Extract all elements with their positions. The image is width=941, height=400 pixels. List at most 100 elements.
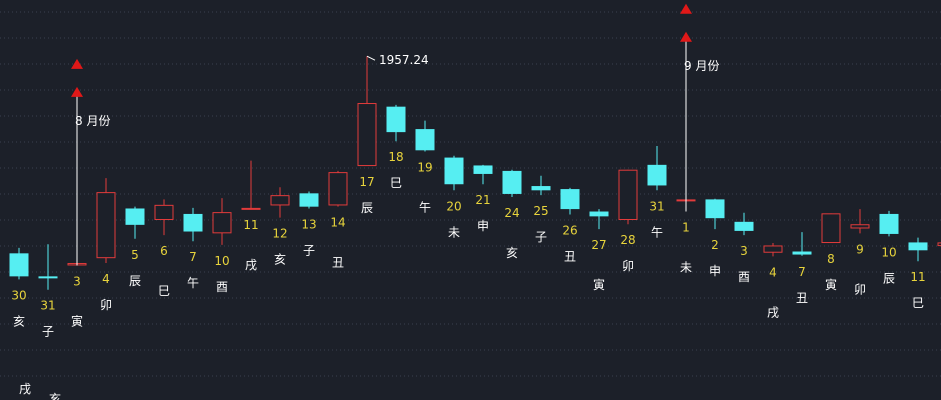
candle <box>96 178 116 264</box>
date-label: 8 <box>827 252 835 266</box>
candle-body <box>850 224 870 229</box>
candle <box>821 213 841 244</box>
candle-body <box>647 164 667 186</box>
candle <box>879 210 899 237</box>
candle <box>647 146 667 191</box>
candle <box>908 237 928 262</box>
date-label: 7 <box>189 250 197 264</box>
date-label: 9 <box>856 242 864 256</box>
month-markers <box>71 3 692 266</box>
labels: 30亥31子3寅4卯5辰6巳7午10酉11戌12亥13子14丑17辰18巳19午… <box>11 53 925 400</box>
branch-label: 亥 <box>49 392 61 400</box>
candle-body <box>9 253 29 277</box>
date-label: 25 <box>533 204 548 218</box>
date-label: 31 <box>40 299 55 313</box>
candle <box>299 191 319 209</box>
branch-label: 子 <box>42 325 54 339</box>
date-label: 11 <box>243 218 258 232</box>
date-label: 1 <box>682 221 690 235</box>
candle-body <box>705 199 725 219</box>
candle <box>241 160 261 210</box>
candle-body <box>154 204 174 220</box>
branch-label: 子 <box>535 230 547 244</box>
branch-label: 辰 <box>361 201 373 215</box>
date-label: 12 <box>272 227 287 241</box>
candle-body <box>589 211 609 217</box>
candle <box>937 242 941 247</box>
candle <box>183 207 203 242</box>
date-label: 5 <box>131 248 139 262</box>
branch-label: 戌 <box>767 305 779 319</box>
branch-label: 午 <box>419 201 431 215</box>
date-label: 26 <box>562 224 577 238</box>
month-marker-triangle <box>680 31 692 42</box>
candle <box>415 120 435 152</box>
branch-label: 寅 <box>825 277 837 292</box>
branch-label: 卯 <box>622 259 634 273</box>
month-marker-triangle <box>71 86 83 97</box>
date-label: 3 <box>73 274 81 288</box>
date-label: 17 <box>359 175 374 189</box>
branch-label: 巳 <box>390 176 402 190</box>
date-label: 4 <box>769 265 777 279</box>
date-label: 2 <box>711 238 719 252</box>
branch-label: 亥 <box>506 246 518 260</box>
branch-label: 辰 <box>883 271 895 285</box>
candle <box>560 187 580 215</box>
candle-body <box>734 221 754 231</box>
branch-label: 未 <box>680 261 692 275</box>
date-label: 31 <box>649 199 664 213</box>
candle <box>763 243 783 257</box>
branch-label: 寅 <box>71 313 83 328</box>
candle-body <box>415 129 435 151</box>
candle-body <box>444 157 464 185</box>
date-label: 19 <box>417 161 432 175</box>
branch-label: 子 <box>303 243 315 257</box>
branch-label: 丑 <box>564 250 576 264</box>
month-marker-triangle <box>680 3 692 14</box>
branch-label: 卯 <box>100 298 112 312</box>
date-label: 10 <box>214 254 229 268</box>
candle-body <box>328 172 348 206</box>
candle-body <box>502 170 522 194</box>
candle-body <box>879 213 899 234</box>
candle-body <box>241 207 261 210</box>
candle <box>792 232 812 256</box>
candle <box>212 198 232 245</box>
date-label: 3 <box>740 244 748 258</box>
candle <box>270 187 290 218</box>
candle <box>38 244 58 290</box>
branch-label: 辰 <box>129 274 141 288</box>
candle-body <box>96 192 116 259</box>
month-label: 8 月份 <box>75 114 110 128</box>
branch-label: 酉 <box>738 270 750 284</box>
candle-body <box>821 213 841 244</box>
candle-body <box>38 276 58 279</box>
candle <box>357 56 377 167</box>
gridlines <box>0 11 941 377</box>
candle-body <box>792 251 812 255</box>
month-label: 9 月份 <box>684 59 719 73</box>
branch-label: 亥 <box>13 314 25 328</box>
branch-label: 申 <box>709 264 721 278</box>
candle-body <box>125 208 145 225</box>
candle <box>386 104 406 142</box>
candle-body <box>212 212 232 234</box>
candle <box>589 209 609 230</box>
candle <box>154 199 174 236</box>
date-label: 14 <box>330 216 345 230</box>
branch-label: 未 <box>448 225 460 239</box>
branch-label: 申 <box>477 219 489 233</box>
date-label: 21 <box>475 193 490 207</box>
date-label: 20 <box>446 199 461 213</box>
branch-label: 寅 <box>593 277 605 292</box>
branch-label: 戌 <box>19 382 31 396</box>
candle-body <box>908 242 928 251</box>
branch-label: 戌 <box>245 258 257 272</box>
branch-label: 巳 <box>912 296 924 310</box>
candle-body <box>473 165 493 174</box>
candle-body <box>357 103 377 167</box>
candle <box>734 212 754 236</box>
candle <box>444 155 464 191</box>
